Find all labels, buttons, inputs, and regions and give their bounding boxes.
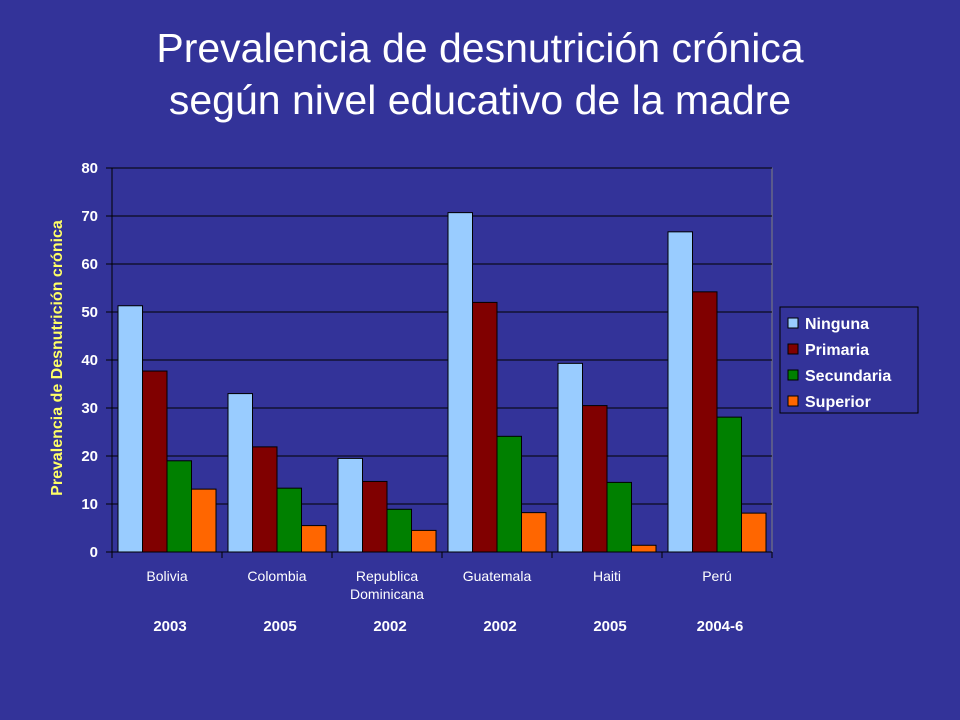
bar-superior-2	[411, 529, 437, 553]
bar-ninguna-3	[447, 212, 473, 553]
legend-box	[779, 306, 919, 414]
x-category-label-0-0: Bolivia	[146, 568, 187, 584]
bar-superior-0	[191, 488, 217, 553]
slide-title-line-1: Prevalencia de desnutrición crónica	[156, 25, 804, 71]
y-tick-label-40: 40	[81, 352, 98, 369]
bar-superior-1	[301, 525, 327, 553]
y-tick-label-0: 0	[90, 544, 98, 561]
y-tick-label-60: 60	[81, 256, 98, 273]
bar-primaria-1	[252, 446, 278, 553]
bar-primaria-2	[362, 480, 388, 553]
bar-primaria-4	[582, 405, 608, 553]
y-tick-label-50: 50	[81, 304, 98, 321]
bar-primaria-5	[692, 291, 718, 553]
bar-ninguna-5	[667, 231, 693, 553]
y-tick-label-20: 20	[81, 448, 98, 465]
legend-label-secundaria: Secundaria	[805, 368, 891, 385]
year-label-2: 2002	[373, 618, 406, 635]
bar-superior-5	[741, 512, 767, 553]
y-tick-label-80: 80	[81, 160, 98, 177]
legend-label-primaria: Primaria	[805, 342, 869, 359]
y-tick-label-70: 70	[81, 208, 98, 225]
bar-secundaria-0	[166, 460, 192, 553]
legend-label-ninguna: Ninguna	[805, 316, 869, 333]
bar-secundaria-3	[496, 435, 522, 553]
bar-ninguna-2	[337, 457, 363, 553]
legend-label-superior: Superior	[805, 394, 871, 411]
legend-swatch-superior	[787, 395, 799, 407]
bar-secundaria-5	[716, 416, 742, 553]
x-category-label-5-0: Perú	[702, 568, 732, 584]
bar-superior-3	[521, 512, 547, 553]
legend-swatch-secundaria	[787, 369, 799, 381]
slide-title: Prevalencia de desnutrición crónica segú…	[0, 22, 960, 126]
bar-ninguna-4	[557, 362, 583, 553]
legend-swatch-primaria	[787, 343, 799, 355]
y-tick-label-30: 30	[81, 400, 98, 417]
x-category-label-3-0: Guatemala	[463, 568, 532, 584]
bar-superior-4	[631, 544, 657, 553]
x-category-label-2-0: Republica	[356, 568, 418, 584]
slide-title-line-2: según nivel educativo de la madre	[168, 77, 792, 123]
y-axis-title: Prevalencia de Desnutrición crónica	[49, 220, 66, 496]
x-category-label-4-0: Haiti	[593, 568, 621, 584]
year-label-5: 2004-6	[697, 618, 744, 635]
x-category-label-1-0: Colombia	[247, 568, 306, 584]
bar-secundaria-4	[606, 481, 632, 553]
year-label-0: 2003	[153, 618, 186, 635]
bar-primaria-0	[142, 370, 168, 553]
bar-secundaria-2	[386, 508, 412, 553]
y-tick-label-10: 10	[81, 496, 98, 513]
year-label-1: 2005	[263, 618, 296, 635]
year-label-3: 2002	[483, 618, 516, 635]
year-label-4: 2005	[593, 618, 626, 635]
x-category-label-2-1: Dominicana	[350, 586, 424, 602]
bar-ninguna-1	[227, 393, 253, 553]
legend-swatch-ninguna	[787, 317, 799, 329]
bar-secundaria-1	[276, 487, 302, 553]
bar-primaria-3	[472, 301, 498, 553]
bar-ninguna-0	[117, 305, 143, 553]
